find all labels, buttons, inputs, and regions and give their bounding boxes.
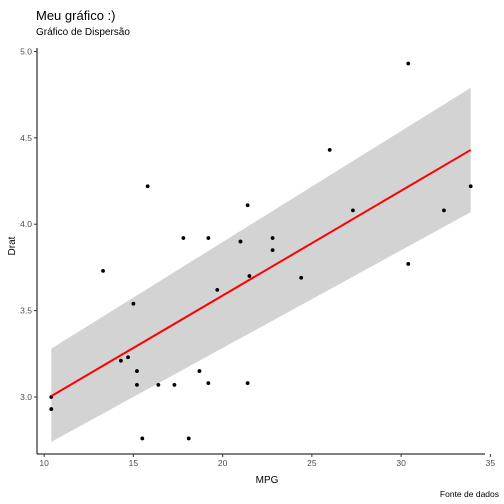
y-tick-label-2: 4.0: [20, 219, 32, 229]
data-point-10: [181, 236, 186, 240]
x-tick-label-10: 10: [39, 458, 49, 468]
x-tick-label-30: 30: [396, 458, 406, 468]
data-point-5: [186, 436, 191, 441]
data-point-18: [406, 61, 411, 66]
data-point-29: [215, 287, 220, 292]
x-tick-label-25: 25: [307, 458, 317, 468]
data-point-7: [299, 275, 304, 280]
x-tick-label-35: 35: [486, 458, 496, 468]
regression-line: [50, 149, 472, 397]
y-tick-label-4: 5.0: [20, 46, 32, 56]
data-point-23: [101, 268, 105, 273]
data-point-30: [131, 301, 136, 306]
data-point-6: [118, 358, 123, 363]
data-point-24: [206, 381, 211, 386]
data-point-4: [197, 369, 202, 373]
x-axis-title: MPG: [256, 475, 279, 486]
y-tick-label-3: 4.5: [20, 133, 32, 143]
data-point-26: [327, 148, 332, 152]
x-tick-label-15: 15: [129, 458, 139, 468]
data-point-31: [245, 203, 250, 208]
data-point-13: [135, 382, 139, 387]
data-point-2: [270, 248, 275, 253]
data-point-16: [126, 355, 130, 360]
y-axis-title: Drat: [7, 236, 18, 255]
data-point-3: [245, 381, 250, 386]
y-tick-label-1: 3.5: [20, 306, 32, 316]
data-point-27: [406, 262, 411, 266]
y-tick-label-0: 3.0: [20, 392, 32, 402]
chart-title: Meu gráfico :): [36, 8, 115, 23]
x-tick-label-20: 20: [218, 458, 228, 468]
data-point-1: [238, 239, 243, 244]
data-point-9: [206, 236, 211, 240]
data-point-8: [270, 236, 275, 240]
data-point-19: [468, 184, 473, 189]
data-point-14: [49, 407, 54, 411]
data-point-12: [172, 382, 177, 387]
data-point-25: [351, 208, 355, 213]
data-point-28: [145, 184, 150, 189]
plot-area: 10 15 20 25 30 35 3.0 3.5 4.0 4.5 5.0: [20, 46, 495, 468]
data-point-17: [442, 208, 446, 213]
data-point-20: [247, 274, 252, 278]
chart-caption: Fonte de dados: [440, 489, 499, 499]
confidence-band: [51, 87, 471, 442]
data-point-21: [140, 436, 145, 441]
data-point-22: [135, 369, 139, 373]
data-point-11: [156, 382, 161, 387]
chart-subtitle: Gráfico de Dispersão: [36, 27, 130, 38]
